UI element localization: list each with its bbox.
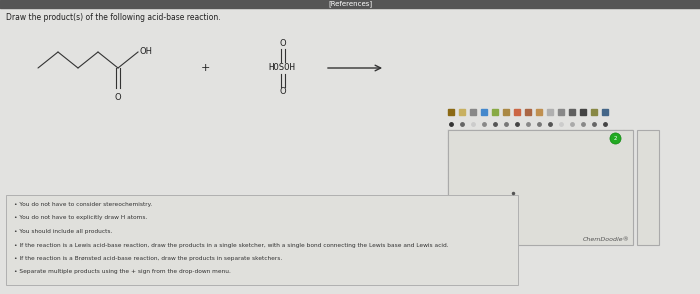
Text: • You do not have to consider stereochemistry.: • You do not have to consider stereochem… bbox=[14, 202, 152, 207]
Text: • If the reaction is a Lewis acid-base reaction, draw the products in a single s: • If the reaction is a Lewis acid-base r… bbox=[14, 243, 449, 248]
Text: +: + bbox=[200, 63, 210, 73]
Text: [References]: [References] bbox=[328, 1, 372, 7]
Text: • You should include all products.: • You should include all products. bbox=[14, 229, 113, 234]
Text: • Separate multiple products using the + sign from the drop-down menu.: • Separate multiple products using the +… bbox=[14, 270, 231, 275]
Text: HOSOH: HOSOH bbox=[269, 64, 295, 73]
Text: O: O bbox=[280, 39, 286, 49]
Bar bbox=[637, 130, 659, 245]
Text: OH: OH bbox=[140, 46, 153, 56]
Text: • If the reaction is a Brønsted acid-base reaction, draw the products in separat: • If the reaction is a Brønsted acid-bas… bbox=[14, 256, 282, 261]
Text: O: O bbox=[115, 93, 121, 102]
Text: • You do not have to explicitly draw H atoms.: • You do not have to explicitly draw H a… bbox=[14, 216, 148, 220]
Text: Draw the product(s) of the following acid-base reaction.: Draw the product(s) of the following aci… bbox=[6, 13, 220, 21]
Bar bbox=[6, 195, 518, 285]
Bar bbox=[0, 0, 700, 8]
Text: O: O bbox=[280, 88, 286, 96]
Text: 2: 2 bbox=[613, 136, 617, 141]
Text: ChemDoodle®: ChemDoodle® bbox=[583, 237, 630, 242]
Bar bbox=[448, 130, 633, 245]
